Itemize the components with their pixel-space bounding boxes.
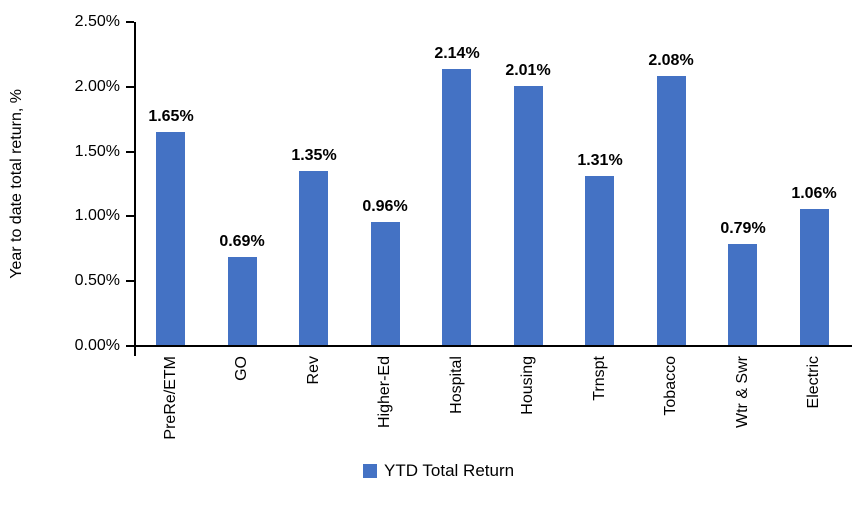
bar-value-label: 1.65% xyxy=(148,108,194,125)
bar-PreRe/ETM xyxy=(156,132,185,346)
y-axis-tick xyxy=(126,21,134,23)
y-axis-tick-label: 0.00% xyxy=(74,337,120,354)
x-axis-category-label: Wtr & Swr xyxy=(734,356,751,428)
x-axis-category-label: Housing xyxy=(519,356,536,415)
x-axis-category-label: GO xyxy=(233,356,250,381)
x-axis-category-label: Higher-Ed xyxy=(376,356,393,429)
y-axis-tick-label: 1.50% xyxy=(74,142,120,160)
legend-label: YTD Total Return xyxy=(384,461,515,480)
bar-Electric xyxy=(800,209,829,346)
y-axis-tick-label: 2.00% xyxy=(74,77,120,95)
x-axis-category-label: Electric xyxy=(805,356,822,409)
x-axis-category-label: Rev xyxy=(305,356,322,385)
legend-color-swatch xyxy=(363,464,377,478)
bar-value-label: 1.35% xyxy=(291,147,337,164)
y-axis-tick xyxy=(126,85,134,88)
x-axis-category-label: PreRe/ETM xyxy=(162,356,179,440)
y-axis-tick xyxy=(126,150,134,153)
bar-value-label: 2.14% xyxy=(434,45,480,62)
y-axis-tick xyxy=(126,345,134,347)
legend: YTD Total Return xyxy=(363,461,514,481)
x-axis-category-label: Tobacco xyxy=(662,356,679,416)
y-axis-tick-label: 1.00% xyxy=(74,207,120,225)
bar-value-label: 1.31% xyxy=(577,152,623,169)
bar-value-label: 1.06% xyxy=(791,185,837,202)
bar-Rev xyxy=(299,171,328,346)
y-axis-title: Year to date total return, % xyxy=(8,89,25,279)
y-axis-line xyxy=(134,22,136,356)
bar-value-label: 0.79% xyxy=(720,220,766,237)
bar-Trnspt xyxy=(585,176,614,346)
x-axis-line xyxy=(134,345,852,347)
bar-value-label: 0.69% xyxy=(219,233,265,250)
bar-Hospital xyxy=(442,69,471,346)
bar-Tobacco xyxy=(657,76,686,346)
y-axis-title-wrap: Year to date total return, % xyxy=(2,22,32,346)
bar-Housing xyxy=(514,86,543,346)
y-axis-tick xyxy=(126,215,134,218)
bar-value-label: 2.08% xyxy=(648,52,694,69)
x-axis-category-label: Trnspt xyxy=(591,356,608,401)
bar-Higher-Ed xyxy=(371,222,400,346)
y-axis-tick xyxy=(126,280,134,283)
x-axis-category-label: Hospital xyxy=(448,356,465,414)
y-axis-tick-label: 2.50% xyxy=(74,13,120,30)
bar-Wtr & Swr xyxy=(728,244,757,346)
bar-value-label: 2.01% xyxy=(505,62,551,79)
bar-value-label: 0.96% xyxy=(362,198,408,215)
bar-GO xyxy=(228,257,257,346)
y-axis-tick-label: 0.50% xyxy=(74,272,120,290)
